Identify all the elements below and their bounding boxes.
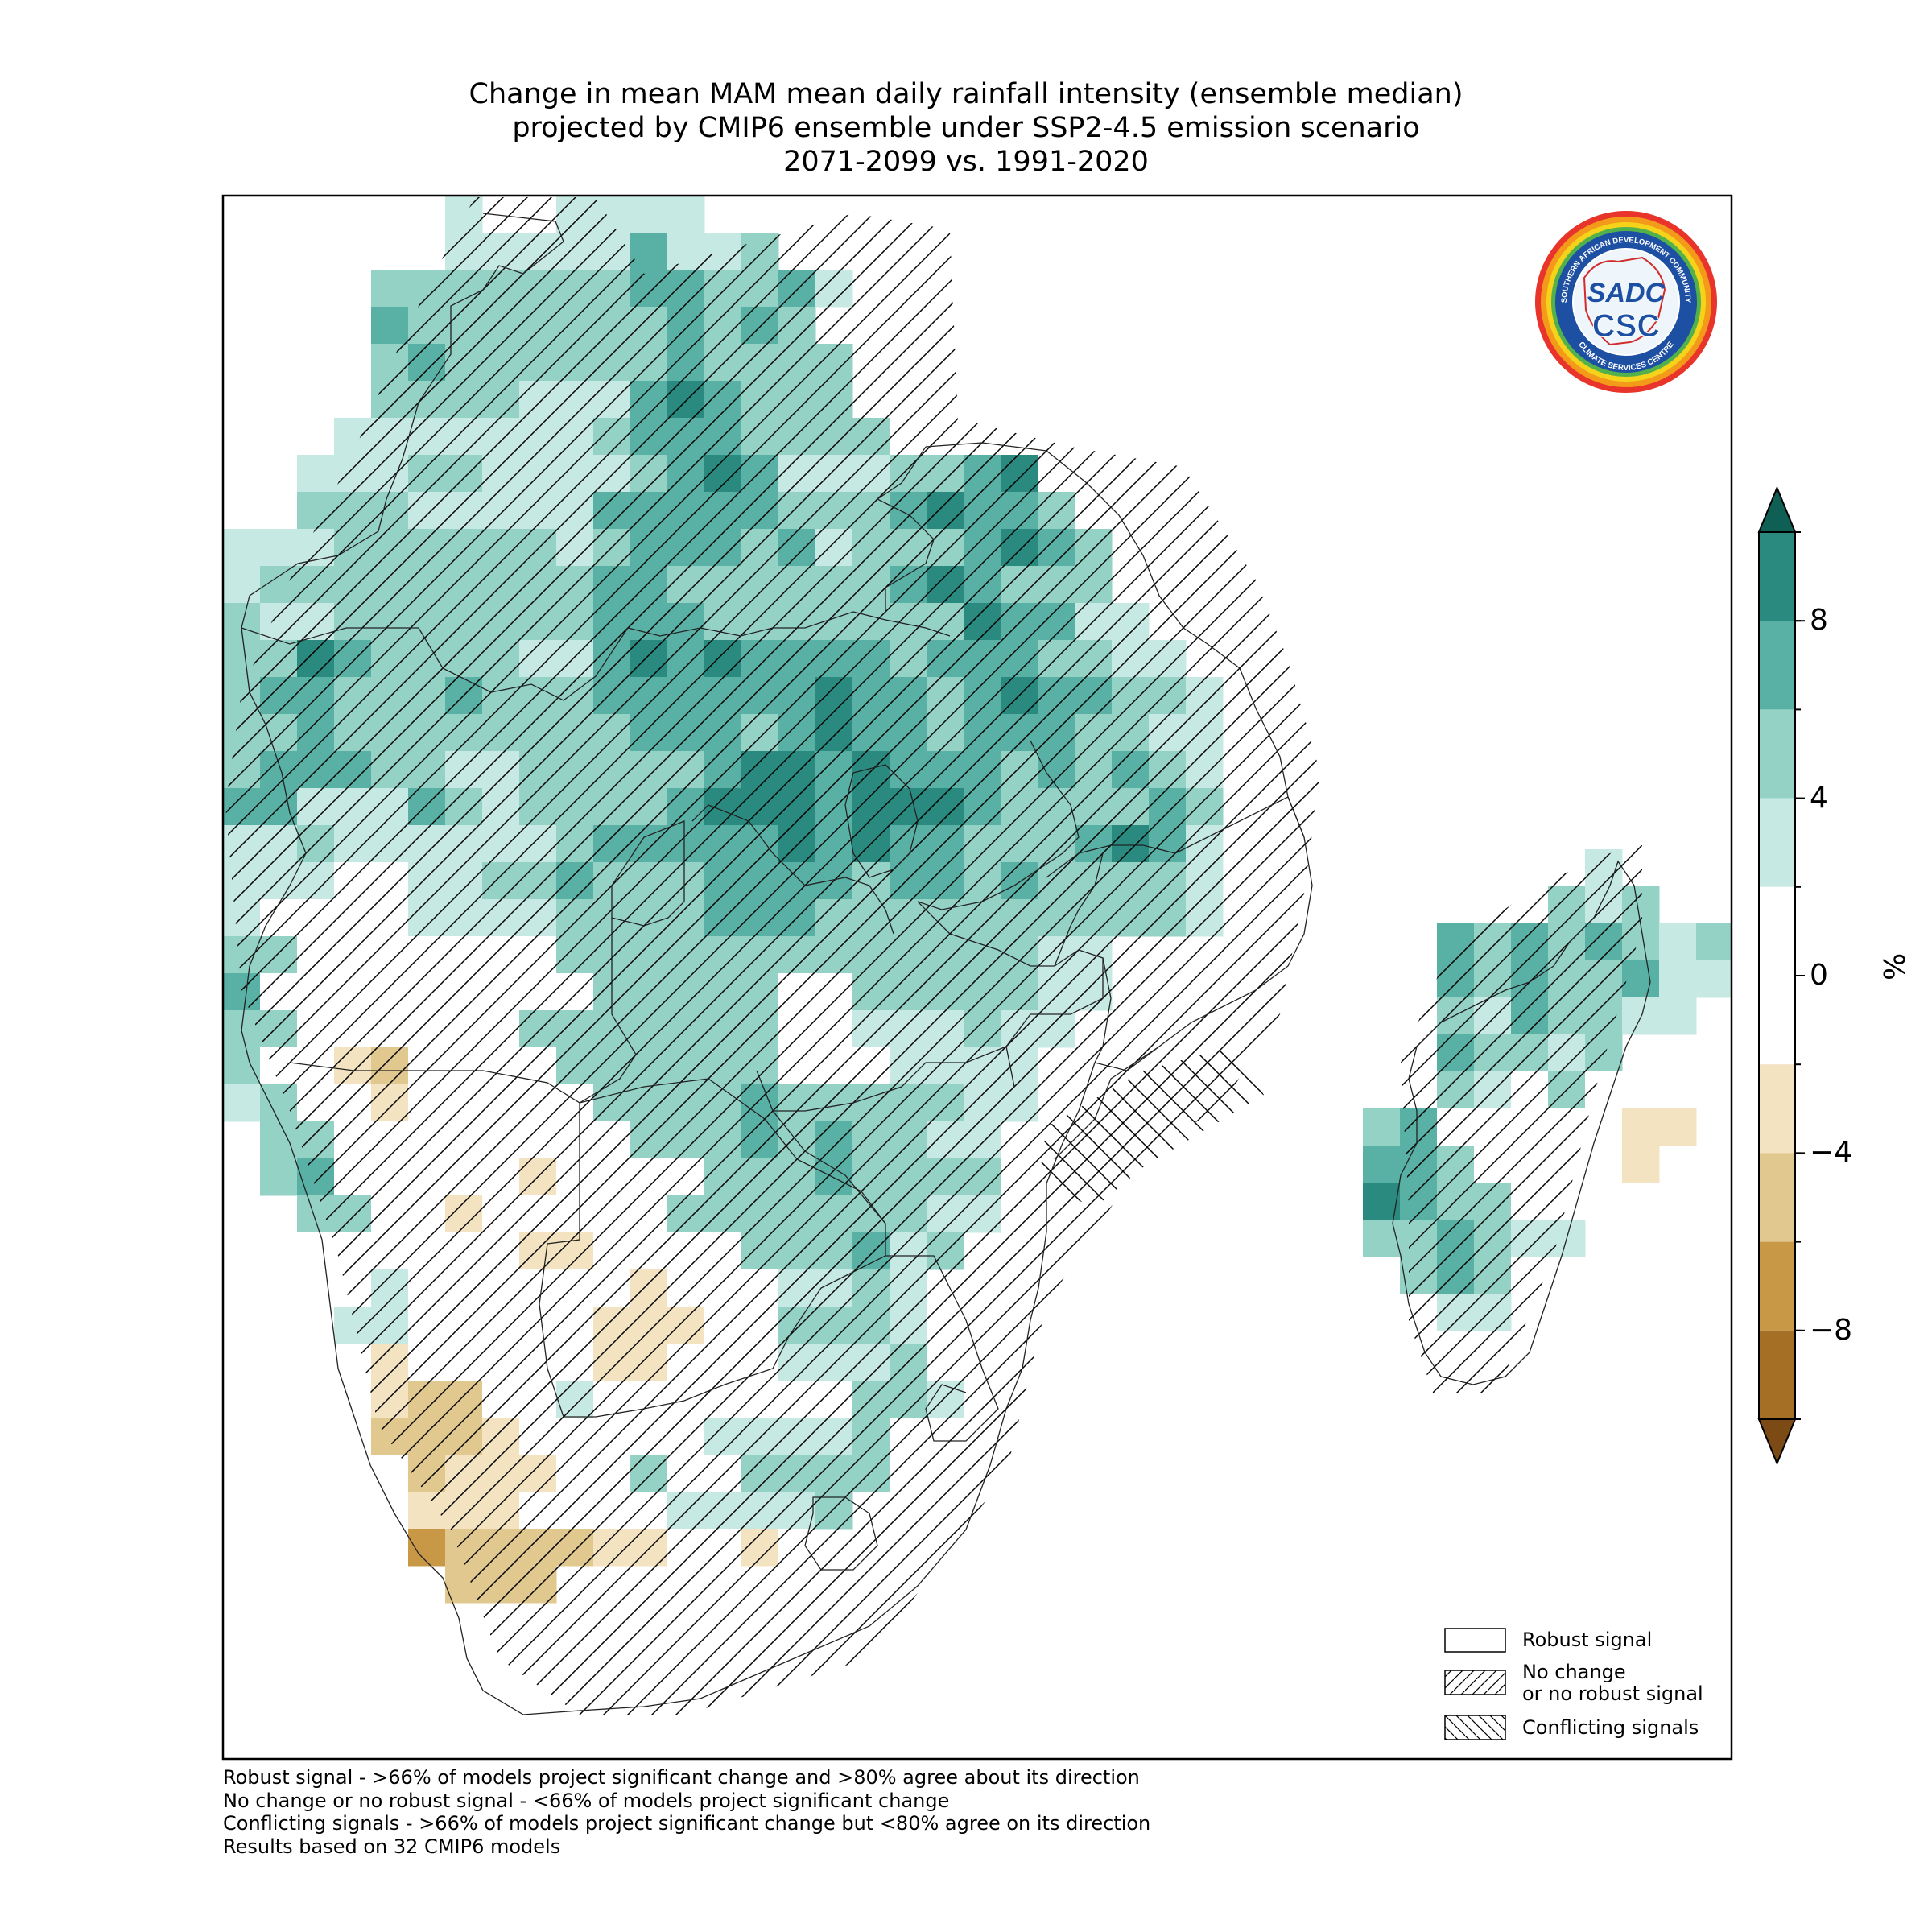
grid-cell [260, 1158, 298, 1196]
grid-cell [297, 1232, 335, 1270]
grid-cell [1363, 1146, 1401, 1183]
colorbar-bin-0 [1759, 532, 1795, 621]
sadc-csc-logo: SADC CSC SOUTHERN AFRICAN DEVELOPMENT CO… [1535, 211, 1717, 393]
grid-cell [630, 196, 668, 233]
logo-acronym: CSC [1592, 308, 1660, 344]
madagascar-outline [1392, 860, 1651, 1385]
colorbar-tick-label: −8 [1810, 1313, 1853, 1347]
colorbar-tick-label: 0 [1810, 959, 1828, 992]
colorbar-extend-max [1757, 485, 1797, 533]
grid-cell [1696, 960, 1732, 998]
legend-label-no-change-1: No change [1522, 1661, 1626, 1683]
map-panel: SADC CSC SOUTHERN AFRICAN DEVELOPMENT CO… [223, 196, 1732, 1715]
grid-cell [1659, 960, 1697, 998]
grid-cell [223, 1047, 261, 1085]
title-line-3: 2071-2099 vs. 1991-2020 [783, 146, 1149, 178]
grid-cell [667, 196, 705, 233]
map-title: Change in mean MAM mean daily rainfall i… [0, 77, 1932, 179]
footnotes: Robust signal - >66% of models project s… [223, 1766, 1150, 1858]
title-line-1: Change in mean MAM mean daily rainfall i… [469, 78, 1463, 110]
grid-cell [1585, 1183, 1623, 1220]
legend-swatch-robust [1444, 1628, 1506, 1653]
legend-label-no-change-2: or no robust signal [1522, 1682, 1703, 1705]
grid-cell [1363, 1220, 1401, 1257]
grid-cell [371, 307, 409, 345]
footnote-conflicting: Conflicting signals - >66% of models pro… [223, 1812, 1151, 1835]
grid-cell [260, 1121, 298, 1159]
grid-cell [408, 1529, 446, 1567]
grid-cell [1622, 1108, 1660, 1146]
legend-swatch-no-change [1444, 1670, 1506, 1695]
grid-cell [223, 1084, 261, 1122]
map-frame [221, 194, 1733, 1761]
colorbar [1757, 485, 1805, 1466]
footnote-robust: Robust signal - >66% of models project s… [223, 1766, 1140, 1789]
grid-cell [1659, 923, 1697, 961]
grid-cell [1585, 1146, 1623, 1183]
grid-cell [1622, 1146, 1660, 1183]
colorbar-bin-8 [1759, 1330, 1795, 1419]
grid-cell [371, 270, 409, 308]
colorbar-bin-1 [1759, 621, 1795, 710]
legend-label-conflicting: Conflicting signals [1522, 1716, 1699, 1739]
colorbar-tick-label: 4 [1810, 781, 1828, 815]
colorbar-bin-4 [1759, 886, 1795, 1065]
colorbar-tick-label: −4 [1810, 1136, 1853, 1170]
grid-cell [223, 529, 261, 567]
no-robust-signal-hatching [225, 197, 1642, 1715]
colorbar-tick-label: 8 [1810, 604, 1828, 638]
colorbar-unit-label: % [1879, 952, 1912, 980]
legend-swatch-conflicting [1444, 1715, 1506, 1740]
signal-legend [1444, 1628, 1506, 1740]
footnote-no-change: No change or no robust signal - <66% of … [223, 1789, 950, 1812]
country-borders [241, 213, 1313, 1715]
colorbar-bin-6 [1759, 1153, 1795, 1242]
colorbar-bin-5 [1759, 1064, 1795, 1154]
grid-cell [1696, 923, 1732, 961]
grid-cell [297, 455, 335, 493]
grid-cell [1659, 997, 1697, 1035]
grid-cell [260, 529, 298, 567]
title-line-2: projected by CMIP6 ensemble under SSP2-4… [512, 112, 1420, 144]
grid-cell [1363, 1108, 1401, 1146]
footnote-models: Results based on 32 CMIP6 models [223, 1835, 561, 1858]
legend-label-robust: Robust signal [1522, 1629, 1653, 1651]
logo-monogram: SADC [1587, 278, 1666, 308]
grid-cell [1659, 1108, 1697, 1146]
grid-cell [223, 566, 261, 604]
colorbar-bin-2 [1759, 709, 1795, 799]
colorbar-bin-7 [1759, 1241, 1795, 1331]
grid-cell [223, 603, 261, 641]
colorbar-bin-3 [1759, 798, 1795, 887]
colorbar-extend-min [1757, 1418, 1797, 1466]
